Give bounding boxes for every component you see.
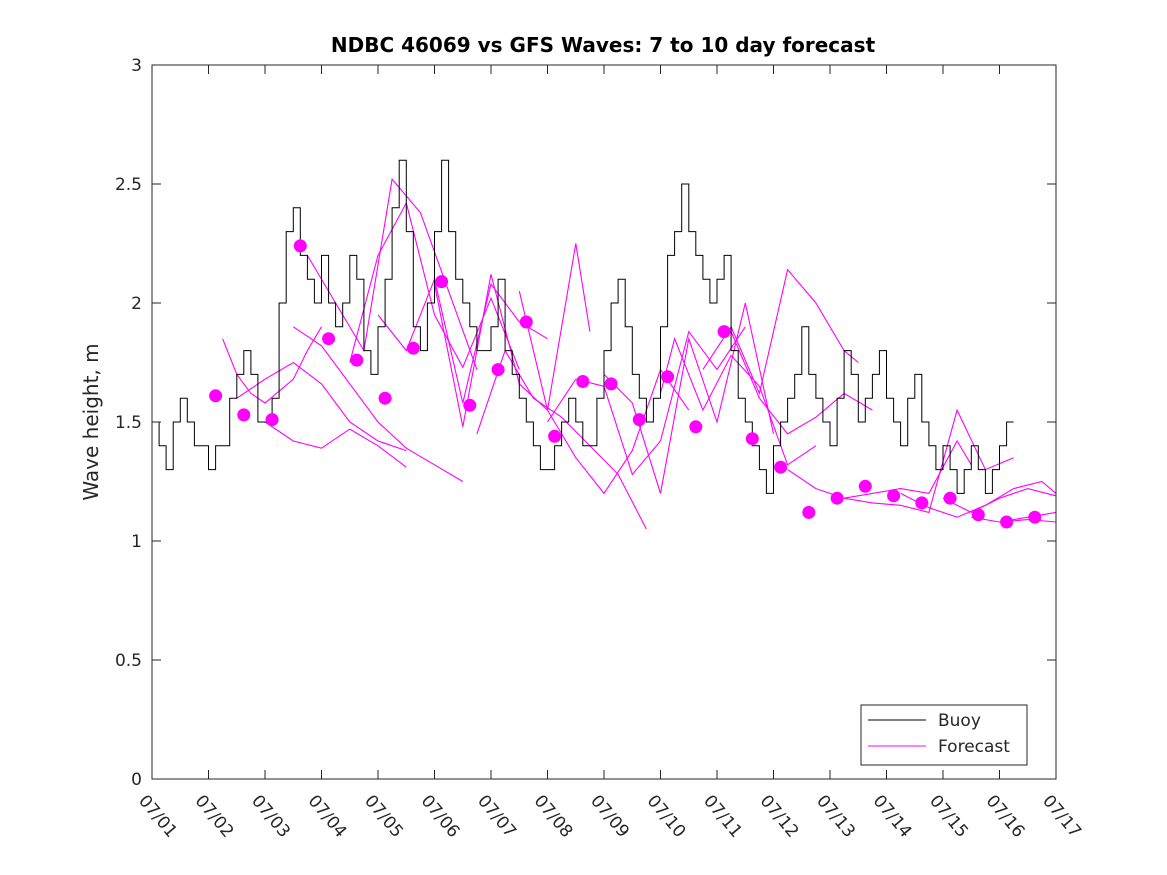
chart-title: NDBC 46069 vs GFS Waves: 7 to 10 day for…: [331, 33, 876, 57]
forecast-point: [858, 479, 872, 493]
forecast-line: [377, 277, 548, 404]
forecast-point: [209, 389, 223, 403]
forecast-line: [264, 421, 407, 468]
forecast-point: [971, 508, 985, 522]
forecast-line: [349, 201, 520, 370]
forecast-line: [971, 511, 1057, 523]
y-tick-label: 0.5: [115, 651, 142, 671]
y-axis-label: Wave height, m: [79, 343, 103, 500]
legend-forecast-label: Forecast: [938, 737, 1010, 757]
forecast-point: [378, 391, 392, 405]
forecast-line: [603, 302, 775, 494]
y-tick-label: 1.5: [115, 413, 142, 433]
forecast-point: [237, 408, 251, 422]
legend-buoy-label: Buoy: [938, 711, 981, 731]
forecast-point: [661, 370, 675, 384]
forecast-point: [774, 460, 788, 474]
forecast-point: [548, 429, 562, 443]
forecast-point: [604, 377, 618, 391]
legend-box: [860, 704, 1028, 766]
forecast-point: [1028, 510, 1042, 524]
y-tick-label: 2.5: [115, 175, 142, 195]
forecast-point: [322, 332, 336, 346]
forecast-point: [717, 325, 731, 339]
forecast-point: [293, 239, 307, 253]
forecast-point: [887, 489, 901, 503]
forecast-point: [491, 363, 505, 377]
y-axis: 0 0.5 1 1.5 2 2.5 3: [115, 56, 1056, 790]
forecast-point: [632, 413, 646, 427]
forecast-point: [689, 420, 703, 434]
forecast-point: [265, 413, 279, 427]
forecast-point: [943, 491, 957, 505]
forecast-point: [463, 398, 477, 412]
plot-lines: [152, 159, 1057, 530]
forecast-line: [787, 439, 972, 499]
forecast-point: [435, 275, 449, 289]
forecast-point: [830, 491, 844, 505]
y-tick-label: 3: [131, 56, 142, 76]
forecast-point: [406, 341, 420, 355]
y-tick-label: 0: [131, 770, 142, 790]
forecast-line: [292, 326, 464, 482]
forecast-point: [915, 496, 929, 510]
forecast-line: [730, 331, 873, 435]
forecast-markers: [209, 239, 1042, 529]
forecast-point: [745, 432, 759, 446]
forecast-line: [942, 488, 1057, 514]
y-tick-label: 2: [131, 294, 142, 314]
forecast-point: [576, 375, 590, 388]
forecast-point: [1000, 515, 1014, 529]
legend: Buoy Forecast: [860, 704, 1028, 766]
forecast-point: [519, 315, 533, 329]
forecast-line: [659, 336, 817, 466]
forecast-line: [236, 361, 407, 452]
y-tick-label: 1: [131, 532, 142, 552]
buoy-line: [152, 159, 1014, 494]
forecast-point: [802, 505, 816, 519]
forecast-point: [350, 353, 364, 367]
